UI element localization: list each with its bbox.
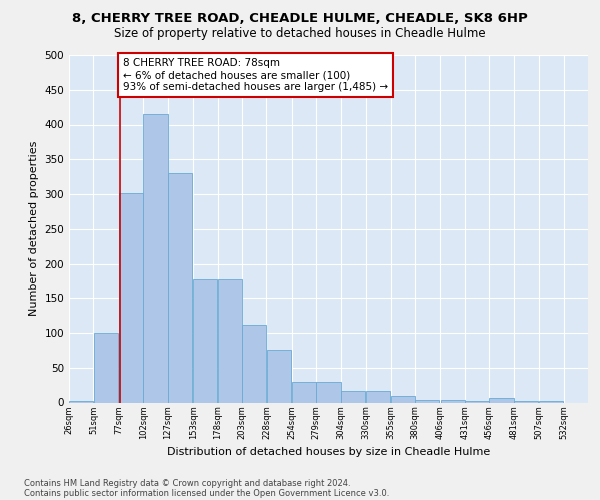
Bar: [415, 400, 439, 402]
Bar: [539, 401, 563, 402]
Text: Contains HM Land Registry data © Crown copyright and database right 2024.: Contains HM Land Registry data © Crown c…: [24, 478, 350, 488]
Bar: [292, 382, 316, 402]
Bar: [366, 390, 391, 402]
Bar: [218, 279, 242, 402]
X-axis label: Distribution of detached houses by size in Cheadle Hulme: Distribution of detached houses by size …: [167, 448, 490, 458]
Bar: [341, 390, 365, 402]
Text: 8, CHERRY TREE ROAD, CHEADLE HULME, CHEADLE, SK8 6HP: 8, CHERRY TREE ROAD, CHEADLE HULME, CHEA…: [72, 12, 528, 26]
Bar: [465, 401, 489, 402]
Bar: [168, 173, 192, 402]
Bar: [440, 400, 465, 402]
Bar: [391, 396, 415, 402]
Bar: [69, 401, 93, 402]
Text: Contains public sector information licensed under the Open Government Licence v3: Contains public sector information licen…: [24, 489, 389, 498]
Bar: [316, 382, 341, 402]
Bar: [119, 192, 143, 402]
Text: Size of property relative to detached houses in Cheadle Hulme: Size of property relative to detached ho…: [114, 28, 486, 40]
Y-axis label: Number of detached properties: Number of detached properties: [29, 141, 39, 316]
Bar: [193, 279, 217, 402]
Bar: [143, 114, 167, 403]
Bar: [94, 333, 118, 402]
Text: 8 CHERRY TREE ROAD: 78sqm
← 6% of detached houses are smaller (100)
93% of semi-: 8 CHERRY TREE ROAD: 78sqm ← 6% of detach…: [123, 58, 388, 92]
Bar: [514, 401, 538, 402]
Bar: [490, 398, 514, 402]
Bar: [266, 350, 291, 403]
Bar: [242, 324, 266, 402]
